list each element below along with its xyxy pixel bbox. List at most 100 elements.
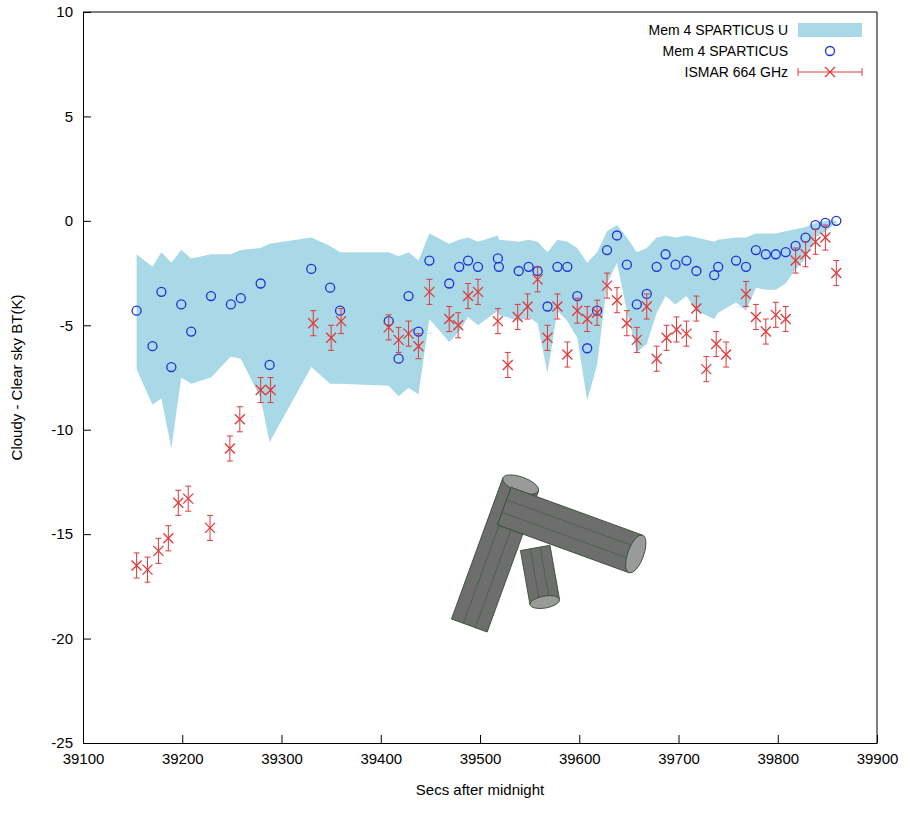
data-point (493, 316, 503, 326)
data-point (602, 281, 612, 291)
data-point (464, 256, 473, 265)
data-point (810, 237, 820, 247)
axis-line (84, 743, 878, 744)
data-point (622, 318, 632, 328)
tick-mark (83, 534, 91, 535)
tick-mark (282, 735, 283, 743)
tick-mark (83, 116, 91, 117)
prism-end (529, 594, 561, 611)
crystal-prism (497, 487, 650, 575)
tick-label: -5 (60, 317, 73, 334)
data-point (563, 262, 572, 271)
data-point (692, 266, 701, 275)
data-point (513, 312, 523, 322)
prism-body (497, 487, 642, 572)
data-point (622, 260, 631, 269)
data-point (444, 314, 454, 324)
tick-label: 39200 (162, 750, 204, 767)
prism-edge (530, 549, 540, 603)
data-point (741, 262, 750, 271)
data-point (205, 523, 215, 533)
data-point (148, 342, 157, 351)
tick-mark (480, 735, 481, 743)
tick: -5 (60, 317, 91, 334)
data-point (801, 249, 811, 259)
legend-label: Mem 4 SPARTICUS (662, 43, 788, 59)
data-point (132, 560, 142, 570)
tick-label: 39600 (559, 750, 601, 767)
tick: 5 (65, 108, 91, 125)
chart: 3910039200393003940039500396003970039800… (0, 0, 906, 816)
data-point (632, 335, 642, 345)
tick-mark (381, 735, 382, 743)
data-point (266, 385, 276, 395)
data-point (523, 301, 533, 311)
data-point (424, 287, 434, 297)
data-point (820, 233, 830, 243)
data-point (751, 246, 760, 255)
data-point (771, 250, 780, 259)
data-point (642, 301, 652, 311)
data-point (326, 333, 336, 343)
tick: 39200 (162, 735, 204, 767)
data-point (336, 306, 345, 315)
axis-line (83, 13, 84, 744)
data-point (741, 289, 751, 299)
tick-label: 39300 (261, 750, 303, 767)
data-point (308, 318, 318, 328)
legend-marker (825, 67, 835, 77)
data-point (187, 327, 196, 336)
x-axis-title: Secs after midnight (416, 781, 545, 798)
data-point (235, 414, 245, 424)
data-point (751, 312, 761, 322)
data-point (463, 291, 473, 301)
tick: 39800 (757, 735, 799, 767)
data-point (207, 292, 216, 301)
tick-label: 39900 (857, 750, 899, 767)
data-point (453, 320, 463, 330)
data-point (177, 300, 186, 309)
tick-label: 39400 (360, 750, 402, 767)
data-point (562, 350, 572, 360)
tick-label: 0 (65, 212, 73, 229)
data-point (404, 329, 414, 339)
data-point (583, 344, 592, 353)
data-point (682, 256, 691, 265)
data-point (153, 546, 163, 556)
tick: 39400 (360, 735, 402, 767)
tick-label: 39100 (63, 750, 105, 767)
tick: 39700 (658, 735, 700, 767)
tick: 39600 (559, 735, 601, 767)
tick-mark (182, 735, 183, 743)
data-point (163, 533, 173, 543)
prism-end (621, 532, 650, 575)
tick-mark (83, 743, 91, 744)
ice-crystal-illustration (451, 471, 650, 632)
data-point (503, 360, 513, 370)
data-point (661, 250, 670, 259)
data-point (714, 262, 723, 271)
data-point (552, 301, 562, 311)
tick-label: 39800 (757, 750, 799, 767)
data-point (425, 256, 434, 265)
data-point (671, 260, 680, 269)
crystal-prism (520, 545, 560, 610)
data-point (307, 264, 316, 273)
data-point (662, 333, 672, 343)
data-point (455, 262, 464, 271)
tick-label: -20 (51, 630, 73, 647)
tick-mark (83, 221, 91, 222)
data-point (143, 565, 153, 575)
data-point (711, 339, 721, 349)
data-point (384, 322, 394, 332)
data-point (652, 262, 661, 271)
tick-label: 5 (65, 108, 73, 125)
tick-mark (83, 430, 91, 431)
tick-label: -10 (51, 421, 73, 438)
data-point (701, 364, 711, 374)
data-point (394, 335, 404, 345)
data-point (710, 271, 719, 280)
data-point (413, 341, 423, 351)
legend-swatch (798, 67, 862, 77)
tick: 39300 (261, 735, 303, 767)
